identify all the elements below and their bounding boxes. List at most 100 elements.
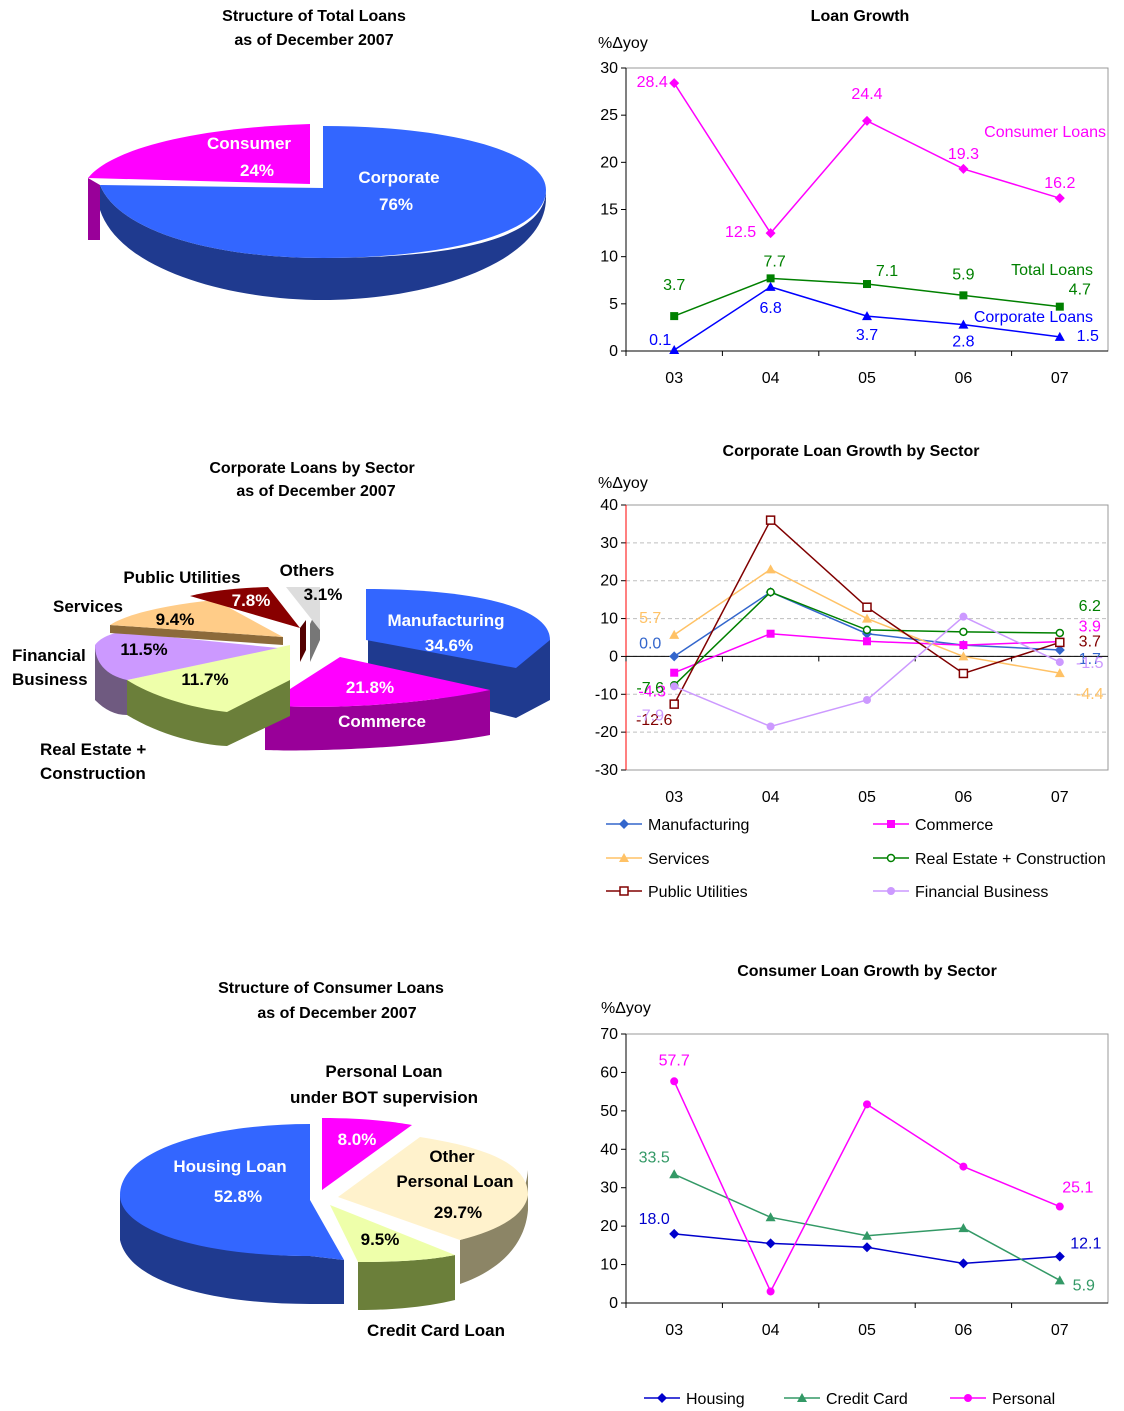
y-tick-label: 0: [609, 343, 618, 360]
pie2-slice-services: [110, 600, 283, 637]
data-point: [670, 668, 679, 677]
pie3-slice-cc-side: [358, 1255, 455, 1310]
series-line: [673, 82, 1061, 235]
data-point: [765, 515, 776, 525]
legend-label: Services: [648, 851, 709, 868]
series-name-label: Consumer Loans: [984, 124, 1106, 141]
y-tick-label: 30: [600, 535, 618, 552]
pie2-label-utilities: Public Utilities: [123, 568, 240, 587]
data-label: 16.2: [1044, 175, 1075, 192]
legend-label: Credit Card: [826, 1391, 908, 1408]
pie3-value-other: 29.7%: [434, 1203, 482, 1222]
pie2-value-financial: 11.5%: [120, 640, 167, 659]
data-label: 7.7: [763, 253, 785, 270]
data-label: -7.6: [636, 680, 664, 697]
data-point: [766, 722, 775, 731]
pie2-value-utilities: 7.8%: [232, 591, 271, 610]
pie3-slice-housing-side: [120, 1195, 344, 1304]
pie-total-loans: Structure of Total Loans as of December …: [88, 8, 546, 300]
y-tick-label: 20: [600, 1218, 618, 1235]
data-label: 1.7: [1079, 651, 1101, 668]
y-tick-label: 15: [600, 202, 618, 219]
data-label: 3.7: [1079, 633, 1101, 650]
pie3-label-other-2: Personal Loan: [396, 1172, 513, 1191]
data-label: -4.4: [1076, 686, 1104, 703]
data-label: 3.7: [663, 277, 685, 294]
data-point: [670, 682, 679, 691]
data-point: [863, 280, 871, 289]
pie3-subtitle: as of December 2007: [257, 1005, 416, 1022]
y-tick-label: 50: [600, 1103, 618, 1120]
pie2-label-financial-1: Financial: [12, 646, 86, 665]
x-tick-label: 07: [1051, 370, 1069, 387]
data-point: [1055, 637, 1065, 648]
y-tick-label: 40: [600, 1141, 618, 1158]
data-label: 33.5: [639, 1149, 670, 1166]
data-label: 12.1: [1070, 1236, 1101, 1253]
x-tick-label: 04: [762, 789, 780, 806]
x-tick-label: 03: [665, 1322, 683, 1339]
pie1-slice-corporate-side: [100, 185, 546, 300]
x-tick-label: 05: [858, 1322, 876, 1339]
legend-marker: [887, 887, 895, 895]
series-line: [673, 591, 1060, 658]
plot-area: [625, 1033, 1109, 1304]
x-tick-label: 06: [955, 1322, 973, 1339]
data-point: [766, 1287, 775, 1296]
pie3-slice-bot: [322, 1118, 412, 1190]
data-label: 3.7: [856, 327, 878, 344]
legend-marker: [797, 1393, 807, 1402]
data-point: [959, 612, 968, 621]
legend-label: Commerce: [915, 817, 993, 834]
data-point: [669, 651, 680, 662]
data-label: 5.7: [639, 610, 661, 627]
data-point: [1054, 331, 1065, 341]
y-tick-label: 10: [600, 249, 618, 266]
data-point: [863, 695, 871, 704]
y-tick-label: 20: [600, 573, 618, 590]
data-point: [670, 312, 679, 321]
series-line: [673, 518, 1061, 705]
x-tick-label: 07: [1051, 789, 1069, 806]
x-tick-label: 03: [665, 789, 683, 806]
data-point: [766, 629, 775, 638]
pie1-value-consumer: 24%: [240, 161, 274, 180]
x-tick-label: 06: [955, 370, 973, 387]
pie2-slice-commerce-side: [265, 690, 490, 751]
data-point: [863, 1100, 871, 1109]
y-tick-label: 30: [600, 1180, 618, 1197]
data-point: [669, 1169, 680, 1179]
pie1-subtitle: as of December 2007: [234, 32, 393, 49]
data-label: 25.1: [1062, 1180, 1093, 1197]
data-label: -4.3: [638, 684, 666, 701]
legend-marker: [886, 853, 896, 863]
pie2-slice-services-side: [110, 625, 283, 645]
data-point: [959, 641, 968, 650]
y-axis-unit: %Δyoy: [598, 35, 648, 52]
pie1-slice-corporate: [100, 126, 546, 258]
data-point: [1054, 644, 1065, 655]
data-point: [958, 668, 969, 679]
legend-label: Financial Business: [915, 884, 1048, 901]
pie2-value-commerce: 21.8%: [346, 678, 394, 697]
y-tick-label: 40: [600, 497, 618, 514]
data-point: [669, 629, 680, 639]
pie3-slice-cc: [330, 1205, 455, 1262]
chart-title: Loan Growth: [811, 8, 910, 25]
data-label: -1.5: [1076, 655, 1104, 672]
pie2-value-services: 9.4%: [156, 610, 195, 629]
data-point: [669, 78, 680, 89]
pie2-title: Corporate Loans by Sector: [209, 460, 414, 477]
x-tick-label: 05: [858, 789, 876, 806]
pie2-slice-commerce: [265, 657, 490, 707]
pie2-slice-utilities-side: [300, 620, 306, 662]
pie3-label-other-1: Other: [429, 1147, 475, 1166]
pie2-slice-utilities: [190, 587, 300, 628]
pie1-label-corporate: Corporate: [358, 168, 439, 187]
pie3-label-bot-1: Personal Loan: [325, 1062, 442, 1081]
series-name-label: Total Loans: [1011, 262, 1093, 279]
data-point: [1055, 302, 1064, 311]
legend-marker: [657, 1393, 667, 1403]
